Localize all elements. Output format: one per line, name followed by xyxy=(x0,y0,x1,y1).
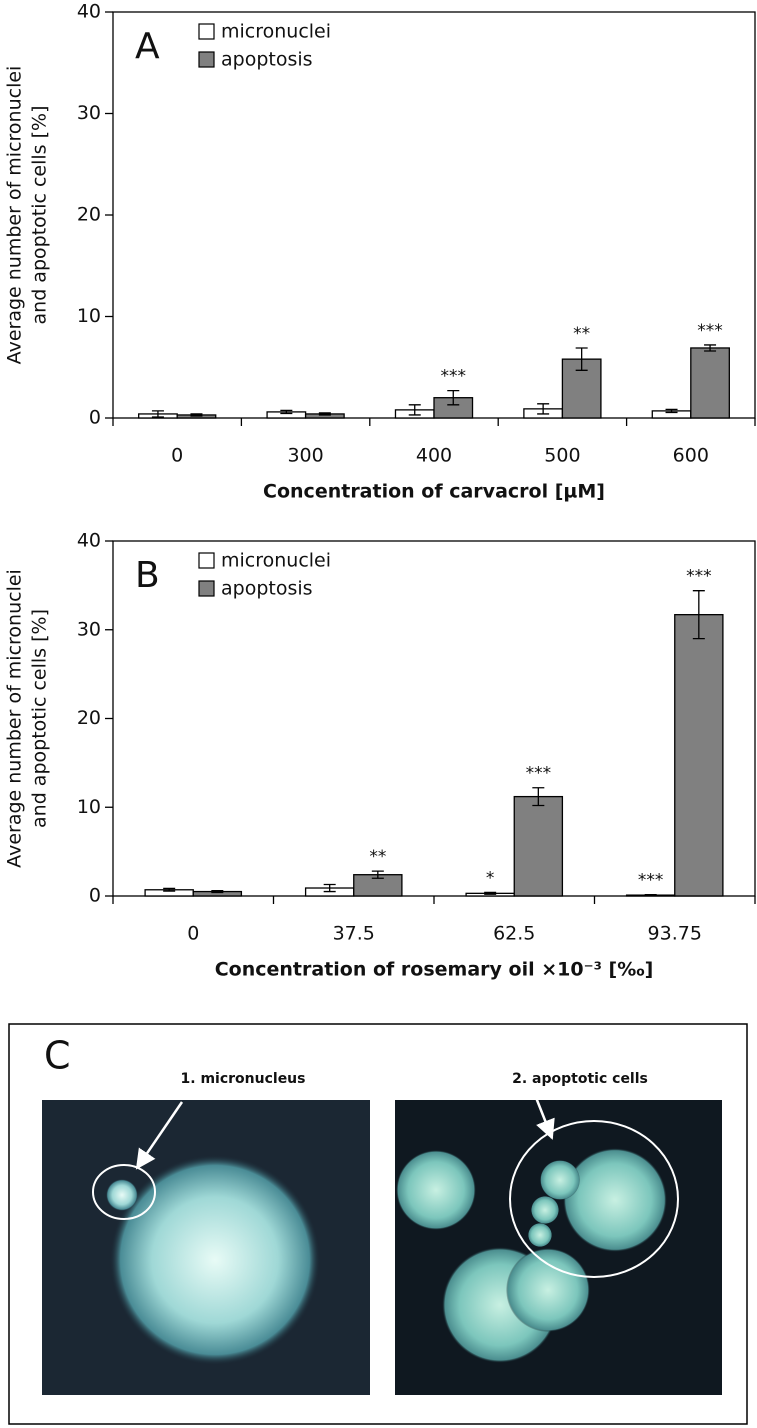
significance-label: ** xyxy=(369,847,386,867)
plot-frame xyxy=(112,11,756,419)
error-bar xyxy=(163,887,176,892)
image-caption: 2. apoptotic cells xyxy=(512,1071,648,1087)
x-tick-label: 0 xyxy=(171,445,183,467)
x-axis-label: Concentration of rosemary oil ×10⁻³ [‰] xyxy=(215,959,654,981)
x-tick-label: 500 xyxy=(544,445,580,467)
error-bar xyxy=(211,890,224,894)
bar xyxy=(674,614,724,897)
error-bar xyxy=(323,883,336,893)
y-tick-label: 30 xyxy=(77,102,101,124)
error-bar xyxy=(280,409,293,415)
panel-c: C 1. micronucleus 2. apoptotic cells xyxy=(8,1023,748,1425)
legend-swatch xyxy=(198,23,215,40)
y-tick-label: 10 xyxy=(77,305,101,327)
legend-label: micronuclei xyxy=(221,21,331,43)
y-axis-label: and apoptotic cells [%] xyxy=(29,609,51,828)
y-axis-label: Average number of micronuclei xyxy=(4,569,26,868)
error-bar xyxy=(644,894,657,897)
bar xyxy=(513,795,564,897)
panel-label: A xyxy=(135,26,160,67)
y-tick-label: 20 xyxy=(77,707,101,729)
legend-swatch xyxy=(198,552,215,569)
panel-label: B xyxy=(135,555,160,596)
error-bar xyxy=(151,410,164,418)
significance-label: *** xyxy=(638,871,664,891)
y-tick-label: 20 xyxy=(77,204,101,226)
y-tick-label: 30 xyxy=(77,618,101,640)
legend-label: apoptosis xyxy=(221,49,313,71)
x-tick-label: 62.5 xyxy=(493,923,535,945)
error-bar xyxy=(318,412,331,416)
significance-label: *** xyxy=(686,567,712,587)
legend-swatch xyxy=(198,580,215,597)
x-tick-label: 300 xyxy=(287,445,323,467)
x-tick-label: 400 xyxy=(416,445,452,467)
legend-label: apoptosis xyxy=(221,578,313,600)
error-bar xyxy=(532,787,545,807)
y-tick-label: 10 xyxy=(77,796,101,818)
micrograph xyxy=(395,1094,722,1395)
significance-label: * xyxy=(486,868,495,888)
error-bar xyxy=(704,344,717,352)
x-tick-label: 37.5 xyxy=(333,923,375,945)
significance-label: *** xyxy=(526,764,552,784)
x-axis-label: Concentration of carvacrol [µM] xyxy=(263,481,605,503)
error-bar xyxy=(371,870,384,879)
x-tick-label: 0 xyxy=(187,923,199,945)
error-bar xyxy=(190,413,203,417)
y-axis-label: Average number of micronuclei xyxy=(4,66,26,365)
error-bar xyxy=(575,347,588,371)
error-bar xyxy=(408,404,421,416)
error-bar xyxy=(665,408,678,414)
y-tick-label: 0 xyxy=(89,885,101,907)
y-tick-label: 0 xyxy=(89,407,101,429)
legend-swatch xyxy=(198,51,215,68)
legend-label: micronuclei xyxy=(221,550,331,572)
significance-label: *** xyxy=(441,367,467,387)
y-tick-label: 40 xyxy=(77,530,101,552)
y-tick-label: 40 xyxy=(77,1,101,23)
bar xyxy=(690,347,730,419)
significance-label: ** xyxy=(573,324,590,344)
x-tick-label: 600 xyxy=(673,445,709,467)
micrograph xyxy=(42,1100,370,1395)
error-bar xyxy=(537,403,550,415)
error-bar xyxy=(692,590,705,640)
significance-label: *** xyxy=(697,321,723,341)
error-bar xyxy=(484,891,497,895)
y-axis-label: and apoptotic cells [%] xyxy=(29,106,51,325)
panel-label: C xyxy=(44,1034,71,1078)
error-bar xyxy=(447,389,460,406)
x-tick-label: 93.75 xyxy=(648,923,702,945)
image-caption: 1. micronucleus xyxy=(181,1071,306,1087)
